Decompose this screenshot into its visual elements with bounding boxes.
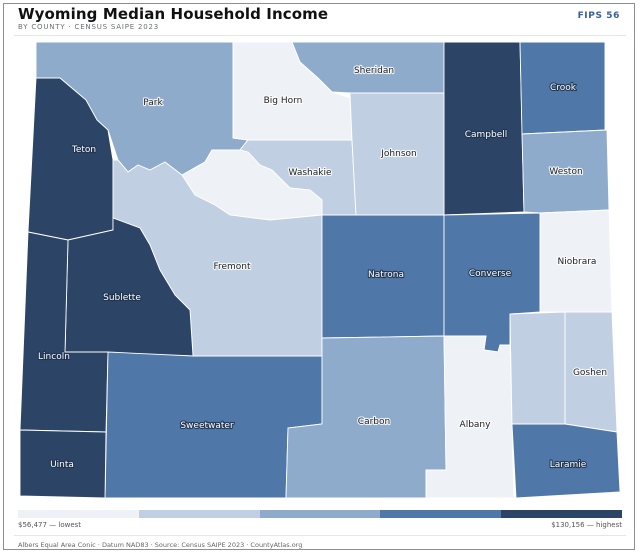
header-divider [14, 35, 626, 36]
label-sweetwater: Sweetwater [180, 421, 234, 431]
footer-divider [14, 535, 626, 536]
label-big-horn: Big Horn [264, 96, 303, 106]
legend-swatch-1 [18, 510, 139, 518]
county-uinta[interactable] [19, 429, 107, 499]
label-park: Park [143, 98, 163, 108]
label-uinta: Uinta [50, 460, 74, 470]
county-platte[interactable] [509, 311, 566, 425]
legend-color-ramp [18, 510, 622, 518]
legend-swatch-4 [380, 510, 502, 518]
label-sublette: Sublette [103, 293, 141, 303]
label-crook: Crook [550, 83, 577, 93]
map-title: Wyoming Median Household Income [18, 5, 329, 23]
county-campbell[interactable] [443, 41, 525, 216]
legend-low-label: $56,477 — lowest [18, 521, 82, 529]
label-campbell: Campbell [465, 130, 508, 140]
legend-swatch-3 [259, 510, 381, 518]
legend-swatch-2 [138, 510, 260, 518]
label-johnson: Johnson [380, 149, 416, 159]
label-converse: Converse [469, 269, 512, 279]
map-subtitle: BY COUNTY · CENSUS SAIPE 2023 [18, 23, 159, 31]
label-laramie: Laramie [550, 460, 587, 470]
label-sheridan: Sheridan [354, 66, 394, 76]
label-goshen: Goshen [573, 368, 607, 378]
legend-high-label: $130,156 — highest [551, 521, 622, 529]
label-teton: Teton [71, 145, 96, 155]
map-footer: Albers Equal Area Conic · Datum NAD83 · … [18, 541, 303, 549]
label-niobrara: Niobrara [558, 257, 597, 267]
county-laramie[interactable] [511, 423, 621, 499]
label-fremont: Fremont [213, 262, 251, 272]
fips-code: FIPS 56 [577, 11, 620, 21]
label-natrona: Natrona [368, 270, 404, 280]
label-lincoln: Lincoln [38, 352, 70, 362]
label-weston: Weston [549, 167, 582, 177]
legend-swatch-5 [501, 510, 622, 518]
label-albany: Albany [460, 420, 492, 430]
label-carbon: Carbon [358, 417, 390, 427]
label-washakie: Washakie [289, 168, 332, 178]
